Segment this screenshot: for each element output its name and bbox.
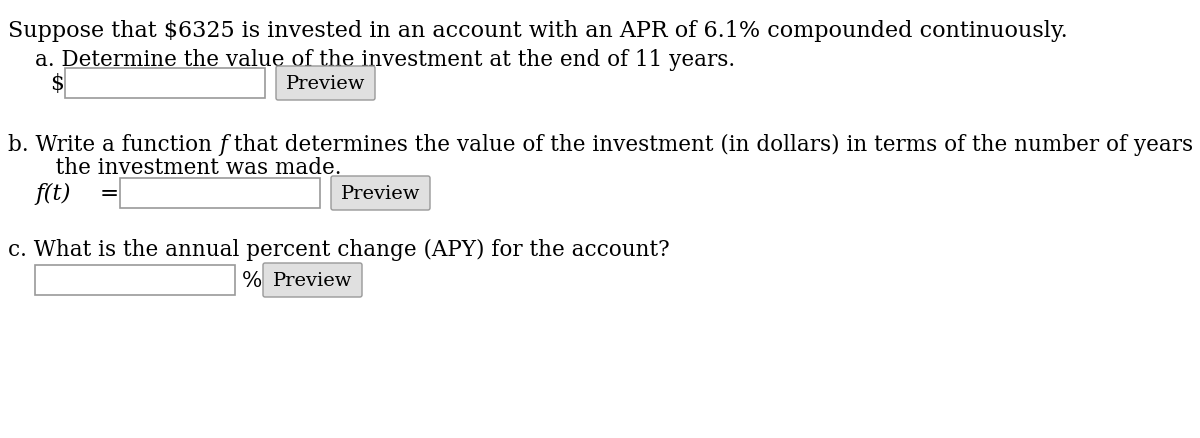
Text: b. Write a function: b. Write a function — [8, 134, 218, 155]
Text: f(t): f(t) — [35, 183, 71, 205]
Text: =: = — [100, 183, 119, 205]
Text: Suppose that $6325 is invested in an account with an APR of 6.1% compounded cont: Suppose that $6325 is invested in an acc… — [8, 20, 1068, 42]
FancyBboxPatch shape — [120, 179, 320, 208]
Text: c. What is the annual percent change (APY) for the account?: c. What is the annual percent change (AP… — [8, 238, 670, 261]
Text: f: f — [218, 134, 227, 155]
FancyBboxPatch shape — [35, 265, 235, 295]
Text: that determines the value of the investment (in dollars) in terms of the number : that determines the value of the investm… — [227, 134, 1200, 156]
FancyBboxPatch shape — [65, 69, 265, 99]
Text: a. Determine the value of the investment at the end of 11 years.: a. Determine the value of the investment… — [35, 49, 736, 71]
Text: the investment was made.: the investment was made. — [35, 157, 342, 179]
FancyBboxPatch shape — [331, 177, 430, 211]
FancyBboxPatch shape — [276, 67, 374, 101]
Text: Preview: Preview — [286, 75, 365, 93]
Text: Preview: Preview — [272, 272, 353, 290]
FancyBboxPatch shape — [263, 263, 362, 297]
Text: $: $ — [50, 73, 64, 95]
Text: Preview: Preview — [341, 184, 420, 202]
Text: %: % — [242, 269, 263, 291]
